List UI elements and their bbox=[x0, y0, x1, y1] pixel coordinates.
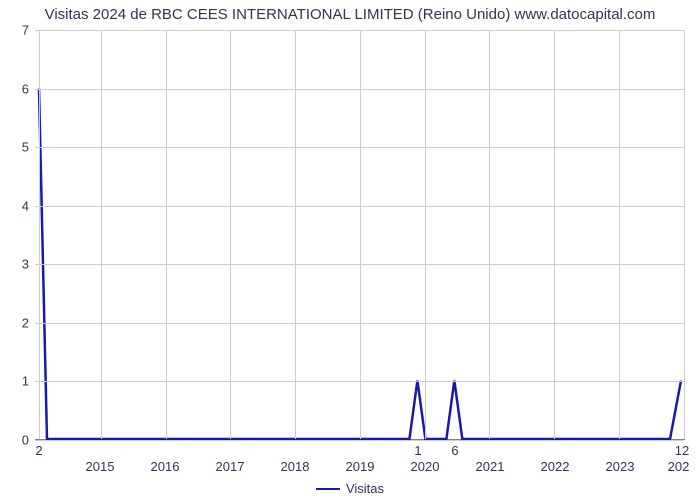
plot-area: 0123456720152016201720182019202020212022… bbox=[35, 30, 685, 440]
y-tick-label: 1 bbox=[22, 374, 35, 389]
gridline-vertical bbox=[101, 30, 102, 439]
data-point-label: 2 bbox=[35, 439, 42, 458]
x-tick-label: 2018 bbox=[281, 439, 310, 474]
legend-label: Visitas bbox=[346, 481, 384, 496]
chart-container: Visitas 2024 de RBC CEES INTERNATIONAL L… bbox=[0, 0, 700, 500]
gridline-vertical bbox=[295, 30, 296, 439]
x-tick-label: 2023 bbox=[606, 439, 635, 474]
data-point-label: 6 bbox=[451, 439, 458, 458]
gridline-vertical bbox=[619, 30, 620, 439]
gridline-vertical bbox=[166, 30, 167, 439]
legend: Visitas bbox=[316, 481, 384, 496]
gridline-vertical bbox=[360, 30, 361, 439]
y-tick-label: 7 bbox=[22, 23, 35, 38]
x-tick-label: 2015 bbox=[86, 439, 115, 474]
x-tick-label: 2021 bbox=[476, 439, 505, 474]
gridline-vertical bbox=[39, 30, 40, 439]
y-tick-label: 4 bbox=[22, 198, 35, 213]
x-tick-label: 2022 bbox=[541, 439, 570, 474]
y-tick-label: 6 bbox=[22, 81, 35, 96]
x-tick-label: 2016 bbox=[151, 439, 180, 474]
gridline-vertical bbox=[425, 30, 426, 439]
legend-swatch bbox=[316, 488, 340, 490]
y-tick-label: 2 bbox=[22, 315, 35, 330]
x-tick-label: 2019 bbox=[346, 439, 375, 474]
data-point-label: 12 bbox=[675, 439, 689, 458]
y-tick-label: 0 bbox=[22, 433, 35, 448]
data-point-label: 1 bbox=[414, 439, 421, 458]
chart-title: Visitas 2024 de RBC CEES INTERNATIONAL L… bbox=[0, 0, 700, 23]
gridline-vertical bbox=[230, 30, 231, 439]
y-tick-label: 3 bbox=[22, 257, 35, 272]
gridline-vertical bbox=[684, 30, 685, 439]
gridline-vertical bbox=[489, 30, 490, 439]
x-tick-label: 2017 bbox=[216, 439, 245, 474]
y-tick-label: 5 bbox=[22, 140, 35, 155]
gridline-vertical bbox=[554, 30, 555, 439]
